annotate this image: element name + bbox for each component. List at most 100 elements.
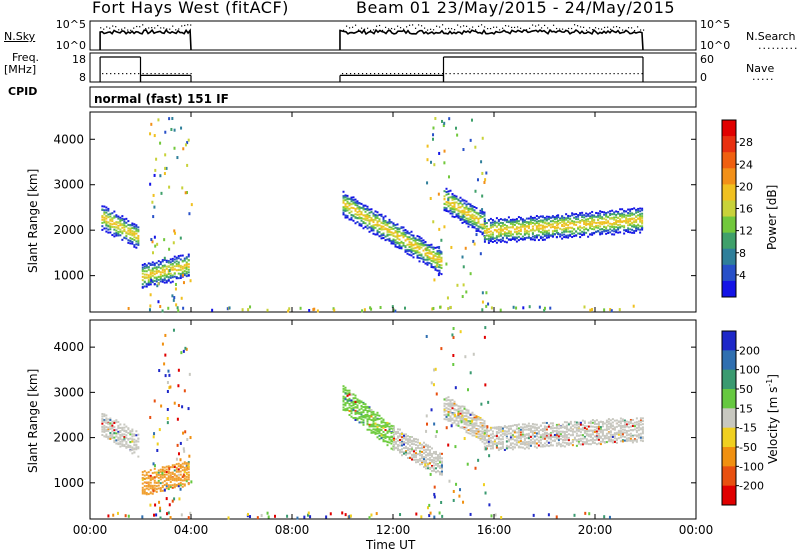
power-echo-cell — [143, 281, 146, 284]
velocity-echo-cell — [455, 424, 458, 427]
velocity-echo-cell — [159, 488, 162, 491]
velocity-echo-cell — [362, 423, 365, 426]
velocity-echo-cell — [366, 428, 369, 431]
velocity-echo-cell — [601, 440, 604, 443]
velocity-echo-cell — [501, 432, 504, 435]
velocity-echo-cell — [157, 479, 160, 482]
velocity-echo-cell — [631, 422, 634, 425]
velocity-echo-cell — [342, 397, 345, 400]
velocity-echo-cell — [405, 453, 407, 456]
nave-point — [150, 73, 152, 75]
power-echo-cell — [589, 212, 592, 215]
velocity-scatter-cell — [158, 369, 161, 373]
power-echo-cell — [169, 266, 172, 269]
power-scatter-cell — [180, 126, 183, 130]
power-echo-cell — [607, 221, 610, 224]
velocity-scatter-cell — [426, 506, 429, 510]
power-echo-cell — [579, 236, 582, 239]
velocity-echo-cell — [603, 435, 606, 438]
velocity-echo-cell — [179, 479, 182, 482]
velocity-echo-cell — [617, 430, 620, 433]
velocity-echo-cell — [557, 442, 560, 445]
power-scatter-cell — [591, 307, 594, 311]
velocity-echo-cell — [481, 422, 484, 425]
power-echo-cell — [607, 229, 610, 232]
velocity-echo-cell — [431, 458, 433, 461]
velocity-scatter-cell — [159, 506, 162, 510]
power-echo-cell — [135, 243, 138, 246]
velocity-echo-cell — [587, 433, 590, 436]
velocity-scatter-cell — [464, 355, 467, 359]
velocity-echo-cell — [507, 439, 510, 442]
velocity-echo-cell — [167, 478, 170, 481]
power-echo-cell — [171, 263, 174, 266]
velocity-echo-cell — [441, 466, 443, 469]
power-echo-cell — [497, 223, 500, 226]
power-echo-cell — [485, 225, 488, 228]
velocity-echo-cell — [459, 417, 462, 420]
velocity-echo-cell — [513, 443, 516, 446]
power-echo-cell — [637, 228, 640, 231]
power-echo-cell — [358, 216, 361, 219]
velocity-echo-cell — [623, 431, 626, 434]
velocity-echo-cell — [173, 479, 176, 482]
power-echo-cell — [587, 222, 590, 225]
velocity-echo-cell — [569, 434, 572, 437]
velocity-colorbar-label: -200 — [739, 480, 764, 493]
velocity-echo-cell — [527, 434, 530, 437]
power-ytick: 1000 — [53, 269, 84, 283]
power-echo-cell — [428, 258, 431, 261]
power-echo-cell — [346, 209, 349, 212]
velocity-echo-cell — [173, 474, 176, 477]
noise-search-point — [615, 26, 618, 28]
power-echo-cell — [157, 278, 160, 281]
velocity-echo-cell — [439, 471, 441, 474]
power-echo-cell — [175, 265, 178, 268]
power-scatter-cell — [515, 306, 518, 310]
power-echo-cell — [386, 223, 389, 226]
power-echo-cell — [115, 215, 118, 218]
power-echo-cell — [597, 214, 600, 217]
power-scatter-cell — [149, 182, 152, 186]
power-echo-cell — [107, 231, 110, 234]
power-scatter-cell — [403, 306, 406, 310]
power-echo-cell — [591, 215, 594, 218]
velocity-scatter-cell — [159, 516, 162, 520]
power-echo-cell — [426, 249, 429, 252]
power-echo-cell — [117, 215, 120, 218]
velocity-echo-cell — [567, 429, 570, 432]
power-echo-cell — [505, 225, 508, 228]
velocity-echo-cell — [401, 436, 403, 439]
power-echo-cell — [581, 211, 584, 214]
velocity-echo-cell — [425, 445, 427, 448]
power-scatter-cell — [429, 196, 432, 200]
velocity-echo-cell — [463, 411, 466, 414]
velocity-echo-cell — [125, 441, 128, 444]
noise-search-point — [441, 24, 444, 26]
power-echo-cell — [358, 224, 361, 227]
velocity-echo-cell — [441, 473, 443, 476]
power-echo-cell — [535, 228, 538, 231]
velocity-echo-cell — [101, 428, 104, 431]
power-echo-cell — [629, 228, 632, 231]
power-echo-cell — [131, 232, 134, 235]
velocity-echo-cell — [411, 448, 413, 451]
power-echo-cell — [400, 240, 403, 243]
velocity-echo-cell — [473, 413, 476, 416]
velocity-echo-cell — [597, 438, 600, 441]
velocity-scatter-cell — [454, 445, 457, 449]
velocity-echo-cell — [393, 437, 395, 440]
velocity-echo-cell — [407, 439, 409, 442]
velocity-echo-cell — [591, 419, 594, 422]
power-echo-cell — [129, 224, 132, 227]
power-echo-cell — [535, 235, 538, 238]
power-echo-cell — [631, 212, 634, 215]
velocity-echo-cell — [577, 440, 580, 443]
power-echo-cell — [414, 246, 417, 249]
velocity-echo-cell — [147, 484, 150, 487]
velocity-echo-cell — [487, 440, 490, 443]
velocity-echo-cell — [549, 434, 552, 437]
velocity-echo-cell — [547, 445, 550, 448]
nave-point — [589, 73, 591, 75]
power-scatter-cell — [153, 173, 156, 177]
